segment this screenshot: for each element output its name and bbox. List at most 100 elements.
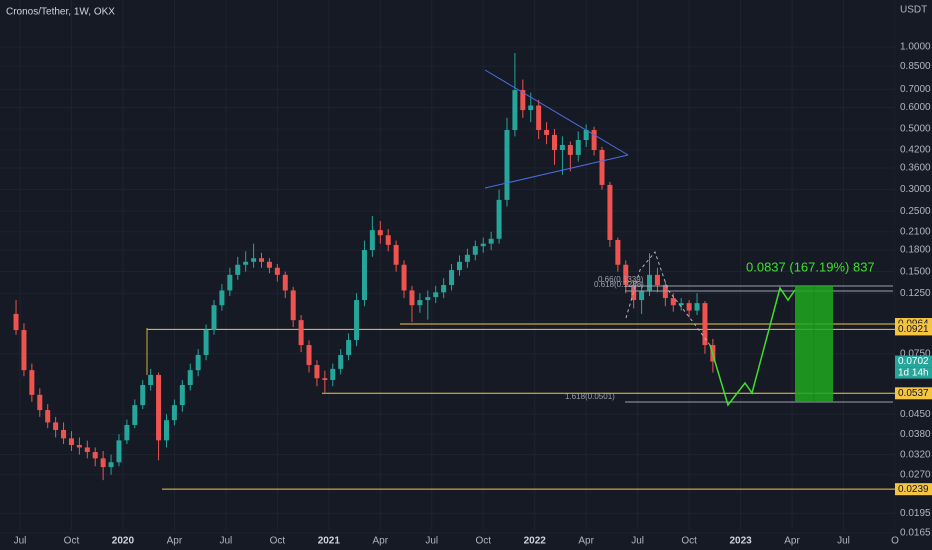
price-tag (895, 355, 932, 368)
candle-body (338, 355, 344, 369)
candle-body (583, 130, 589, 140)
y-tick-label: 0.8500 (900, 61, 931, 72)
x-tick-label: Jul (837, 536, 850, 547)
y-tick-label: 0.3600 (900, 163, 931, 174)
x-tick-label: 2023 (729, 536, 752, 547)
candle-body (322, 378, 328, 380)
candle-body (282, 274, 288, 291)
candle-body (528, 105, 534, 111)
y-tick-label: 0.0270 (900, 469, 931, 480)
candle-body (116, 440, 122, 463)
measure-label: 0.0837 (167.19%) 837 (746, 259, 875, 274)
candle-body (132, 405, 138, 425)
candle-body (84, 447, 90, 453)
price-tag-label: 0.0537 (898, 388, 929, 399)
candle-body (552, 134, 558, 151)
triangle-line (484, 69, 629, 156)
y-tick-label: 0.0380 (900, 429, 931, 440)
fib-label: 1.618(0.0501) (565, 392, 615, 401)
candle-body (567, 145, 573, 155)
candle-body (187, 370, 193, 386)
candle-body (662, 285, 668, 299)
y-tick-label: 0.0450 (900, 409, 931, 420)
candle-body (203, 330, 209, 356)
candle-body (227, 274, 233, 291)
chart-title: Cronos/Tether, 1W, OKX (6, 7, 115, 18)
candle-body (148, 374, 154, 386)
candle-body (401, 264, 407, 291)
candle-body (266, 261, 272, 268)
candle-body (654, 274, 660, 286)
price-tag-label: 0.0239 (898, 484, 929, 495)
y-tick-label: 0.0165 (900, 528, 931, 539)
candle-body (575, 139, 581, 155)
candle-body (623, 264, 629, 286)
candles (13, 53, 716, 481)
candle-body (520, 90, 526, 111)
candle-body (425, 297, 431, 301)
candle-body (504, 130, 510, 200)
grid (0, 0, 895, 534)
candle-body (607, 184, 613, 240)
candle-body (702, 303, 708, 346)
candle-body (377, 230, 383, 236)
candle-body (694, 303, 700, 311)
candle-body (393, 244, 399, 265)
candle-body (274, 267, 280, 275)
x-tick-label: 2021 (318, 536, 341, 547)
candle-body (68, 438, 74, 446)
candle-body (670, 298, 676, 306)
candle-body (417, 300, 423, 306)
candle-body (346, 340, 352, 356)
y-tick-label: 1.0000 (900, 42, 931, 53)
currency-label: USDT (900, 5, 927, 16)
candle-body (464, 254, 470, 262)
x-tick-label: Oct (475, 536, 491, 547)
candle-body (76, 445, 82, 448)
candle-body (480, 243, 486, 247)
y-tick-label: 0.1800 (900, 245, 931, 256)
candle-body (456, 261, 462, 271)
candle-body (251, 258, 257, 262)
candle-body (61, 429, 67, 439)
axes: 1.0000 0.8500 0.7000 0.6000 0.5000 0.4200 0.36… (14, 42, 932, 547)
candle-body (591, 130, 597, 151)
candle-body (433, 292, 439, 298)
x-tick-label: Jul (631, 536, 644, 547)
y-tick-label: 0.2500 (900, 206, 931, 217)
x-tick-label: Apr (373, 536, 389, 547)
x-tick-label: Apr (784, 536, 800, 547)
fib-label: 0.66(0.1339) (598, 275, 644, 284)
price-tag (895, 323, 932, 336)
fib-label: 0.618(0.1288) (594, 280, 644, 289)
candle-body (559, 145, 565, 151)
candle-body (544, 130, 550, 135)
candle-body (409, 290, 415, 306)
candle-body (100, 458, 106, 468)
x-tick-label: Jul (14, 536, 27, 547)
y-tick-label: 0.0750 (900, 348, 931, 359)
candle-body (179, 385, 185, 406)
candle-body (615, 239, 621, 265)
candle-body (369, 230, 375, 251)
y-tick-label: 0.3000 (900, 184, 931, 195)
x-tick-label: Apr (167, 536, 183, 547)
candle-body (306, 345, 312, 365)
candle-body (243, 261, 249, 265)
candle-body (678, 303, 684, 306)
candle-body (29, 370, 35, 395)
candle-body (639, 290, 645, 301)
x-tick-label: Oct (64, 536, 80, 547)
candle-body (124, 424, 130, 441)
candle-body (449, 270, 455, 286)
x-tick-label: O (891, 536, 899, 547)
y-tick-label: 0.1250 (900, 288, 931, 299)
triangle-line (484, 154, 629, 189)
x-tick-label: 2022 (524, 536, 547, 547)
x-tick-label: Oct (681, 536, 697, 547)
x-tick-label: Apr (578, 536, 594, 547)
countdown-tag (895, 367, 932, 379)
